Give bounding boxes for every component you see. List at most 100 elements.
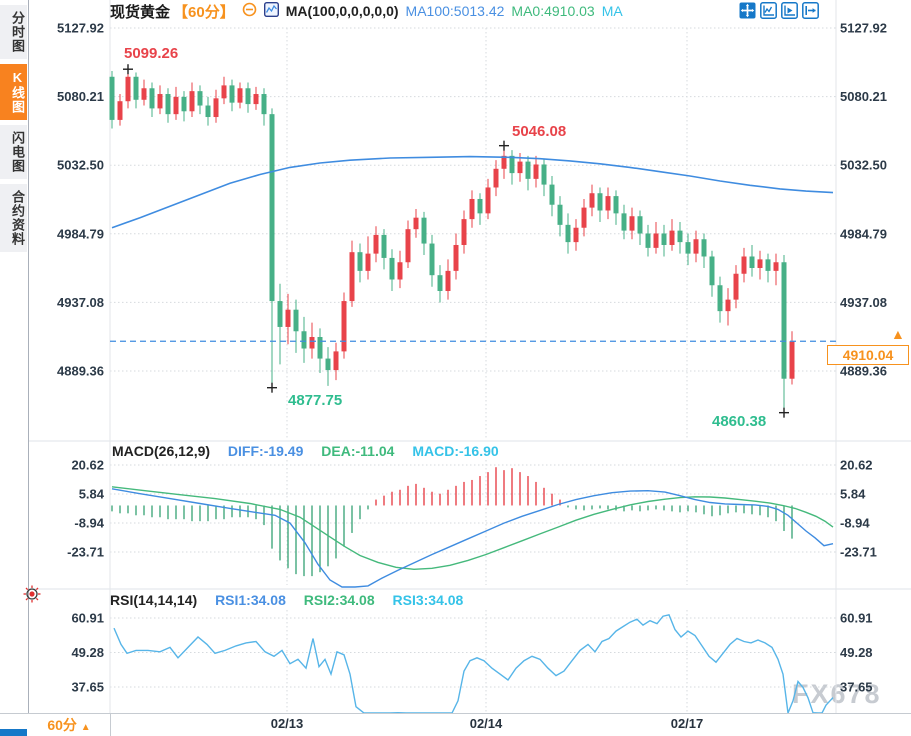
- candle-body: [285, 309, 291, 327]
- candles[interactable]: [109, 69, 795, 413]
- price-axis-label-left: 4937.08: [57, 295, 104, 310]
- candle-body: [125, 76, 131, 102]
- candle-body: [237, 88, 243, 103]
- candle-body: [397, 262, 403, 280]
- rsi-axis-label-right: 37.65: [840, 680, 873, 695]
- candle-body: [509, 155, 515, 174]
- macd-dea-line: [111, 486, 834, 571]
- candle-body: [581, 207, 587, 228]
- candle-body: [637, 216, 643, 234]
- rsi-axis-label-left: 60.91: [71, 611, 104, 626]
- ma-settings-label[interactable]: MA(100,0,0,0,0,0): [285, 3, 399, 19]
- candle-body: [133, 76, 139, 100]
- candle-body: [605, 196, 611, 211]
- sidebar-tab-timeline[interactable]: 分时图: [0, 5, 27, 59]
- chart-header: 现货黄金 【60分】 MA(100,0,0,0,0,0) MA100:5013.…: [110, 1, 623, 21]
- timeframe-arrow-icon: ▲: [80, 722, 91, 733]
- annotation-high-5099: 5099.26: [124, 45, 179, 62]
- candle-body: [413, 217, 419, 230]
- candle-body: [181, 96, 187, 112]
- candle-body: [517, 161, 523, 174]
- candle-body: [189, 91, 195, 112]
- candle-body: [717, 285, 723, 312]
- rsi3-value: RSI3:34.08: [392, 592, 464, 608]
- minus-circle-icon[interactable]: [242, 2, 257, 21]
- line-chart-icon[interactable]: [263, 1, 279, 21]
- candle-body: [693, 239, 699, 254]
- rsi-title[interactable]: RSI(14,14,14): [110, 592, 198, 608]
- candle-body: [453, 244, 459, 271]
- macd-axis-label-left: 20.62: [71, 458, 104, 473]
- macd-axis-label-left: -8.94: [74, 516, 104, 531]
- extreme-cross-marker: [779, 407, 789, 418]
- price-axis-label-left: 5032.50: [57, 158, 104, 173]
- candle-body: [277, 301, 283, 327]
- time-axis-row: 60分 ▲ 02/13 02/14 02/17: [0, 713, 911, 736]
- exit-right-icon[interactable]: [802, 2, 819, 19]
- candle-body: [429, 243, 435, 276]
- price-axis-label-right: 4937.08: [840, 295, 887, 310]
- pan-crosshair-icon[interactable]: [739, 2, 756, 19]
- candle-body: [501, 155, 507, 169]
- candle-body: [301, 331, 307, 349]
- rsi-axis-label-left: 37.65: [71, 680, 104, 695]
- axis-play-icon[interactable]: [781, 2, 798, 19]
- candle-body: [205, 105, 211, 118]
- sidebar-tab-kline[interactable]: K线图: [0, 64, 27, 120]
- annotation-low-4860: 4860.38: [712, 413, 767, 430]
- axis-chart-icon[interactable]: [760, 2, 777, 19]
- sidebar-tab-lightning[interactable]: 闪电图: [0, 125, 27, 179]
- candle-body: [629, 216, 635, 231]
- macd-axis-label-right: 5.84: [840, 487, 866, 502]
- candle-body: [677, 230, 683, 243]
- extreme-cross-marker: [499, 140, 509, 151]
- macd-diff-line: [111, 488, 834, 588]
- candle-body: [733, 273, 739, 300]
- candle-body: [365, 253, 371, 271]
- rsi1-value: RSI1:34.08: [215, 592, 286, 608]
- price-axis-label-left: 5127.92: [57, 21, 104, 36]
- price-axis-label-right: 5032.50: [840, 158, 887, 173]
- macd-axis-label-right: -23.71: [840, 545, 877, 560]
- rsi2-value: RSI2:34.08: [303, 592, 375, 608]
- candle-body: [389, 257, 395, 280]
- price-axis-label-right: 4984.79: [840, 226, 887, 241]
- candle-body: [477, 198, 483, 214]
- macd-axis-label-left: 5.84: [79, 487, 105, 502]
- candle-body: [725, 299, 731, 312]
- ma100-value: MA100:5013.42: [405, 3, 505, 19]
- bottom-left-handle[interactable]: [0, 729, 27, 736]
- indicator-settings-sun-icon[interactable]: [23, 585, 41, 603]
- candle-body: [293, 309, 299, 332]
- candle-body: [573, 227, 579, 243]
- candle-body: [757, 259, 763, 268]
- candle-body: [669, 230, 675, 245]
- sidebar-tab-contract-info[interactable]: 合约资料: [0, 184, 27, 252]
- ma100-line: [111, 155, 834, 229]
- candle-body: [325, 358, 331, 371]
- price-axis-label-left: 4984.79: [57, 226, 104, 241]
- candle-body: [469, 198, 475, 220]
- candle-body: [109, 76, 115, 120]
- price-axis-label-right: 4889.36: [840, 364, 887, 379]
- candle-body: [789, 341, 795, 379]
- candle-body: [341, 301, 347, 352]
- timeframe-tag[interactable]: 【60分】: [173, 3, 235, 21]
- price-axis-label-left: 4889.36: [57, 364, 104, 379]
- timeframe-selector[interactable]: 60分 ▲: [28, 714, 111, 736]
- price-axis-label-right: 5127.92: [840, 21, 887, 36]
- candle-body: [613, 196, 619, 214]
- candle-body: [213, 98, 219, 118]
- annotation-high-5046: 5046.08: [512, 123, 567, 140]
- candle-body: [701, 239, 707, 257]
- macd-axis-label-right: -8.94: [840, 516, 870, 531]
- candle-body: [221, 85, 227, 99]
- annotation-low-4877: 4877.75: [288, 392, 343, 409]
- macd-title[interactable]: MACD(26,12,9): [112, 443, 211, 459]
- candle-body: [653, 233, 659, 248]
- candle-body: [421, 217, 427, 244]
- candle-body: [165, 94, 171, 115]
- candle-body: [773, 262, 779, 271]
